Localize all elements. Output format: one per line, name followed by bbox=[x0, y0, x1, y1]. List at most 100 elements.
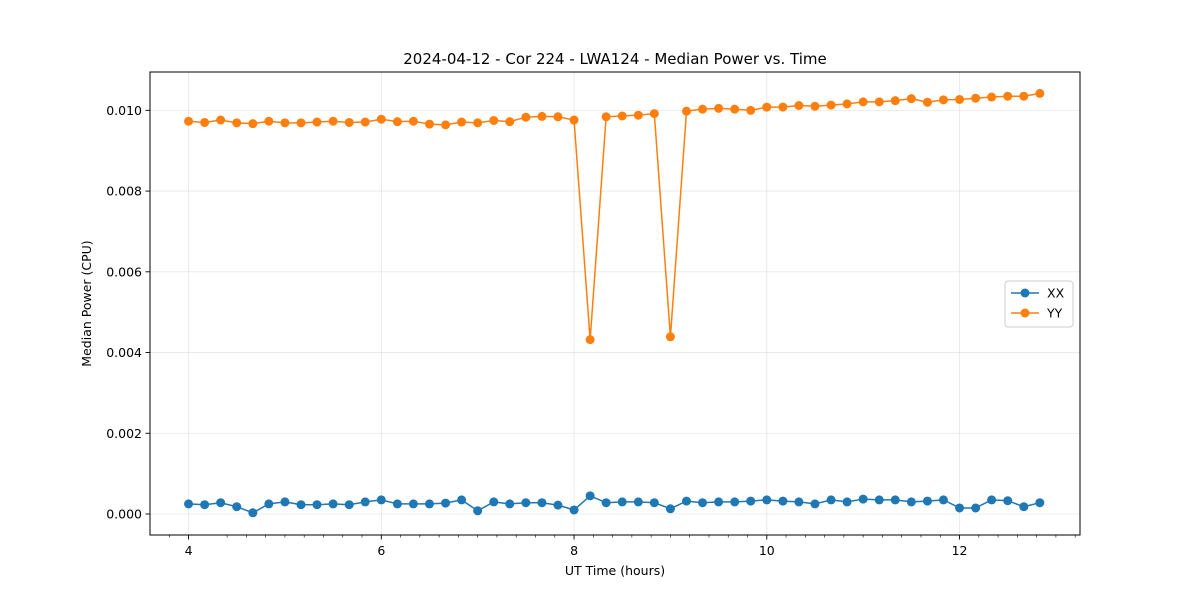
data-point-yy bbox=[617, 111, 627, 121]
data-point-yy bbox=[392, 117, 402, 127]
y-tick-label: 0.006 bbox=[106, 264, 142, 279]
legend-label-yy: YY bbox=[1046, 306, 1063, 321]
plot-area-frame bbox=[149, 71, 1081, 536]
data-point-xx bbox=[392, 499, 402, 509]
data-point-xx bbox=[649, 498, 659, 508]
data-point-xx bbox=[280, 497, 290, 507]
data-point-xx bbox=[778, 496, 788, 506]
data-point-xx bbox=[810, 499, 820, 509]
data-point-yy bbox=[1035, 88, 1045, 98]
data-point-xx bbox=[489, 497, 499, 507]
data-point-xx bbox=[1035, 498, 1045, 508]
data-point-yy bbox=[537, 111, 547, 121]
data-point-yy bbox=[890, 96, 900, 106]
data-point-xx bbox=[922, 496, 932, 506]
data-point-yy bbox=[682, 106, 692, 116]
data-point-xx bbox=[344, 500, 354, 510]
data-point-xx bbox=[955, 503, 965, 513]
data-point-xx bbox=[890, 495, 900, 505]
data-point-yy bbox=[649, 109, 659, 119]
y-tick-label: 0.010 bbox=[106, 103, 142, 118]
data-point-xx bbox=[216, 498, 226, 508]
y-axis-label: Median Power (CPU) bbox=[79, 240, 94, 366]
data-point-xx bbox=[424, 499, 434, 509]
x-tick-label: 6 bbox=[377, 543, 385, 558]
data-point-yy bbox=[457, 117, 467, 127]
x-tick-label: 12 bbox=[952, 543, 968, 558]
data-point-yy bbox=[248, 119, 258, 129]
data-point-yy bbox=[633, 110, 643, 120]
data-point-yy bbox=[826, 100, 836, 110]
data-point-xx bbox=[312, 500, 322, 510]
data-point-yy bbox=[938, 95, 948, 105]
y-tick-label: 0.008 bbox=[106, 184, 142, 199]
data-point-yy bbox=[280, 118, 290, 128]
data-point-xx bbox=[553, 500, 563, 510]
y-tick-label: 0.004 bbox=[106, 345, 142, 360]
data-point-yy bbox=[553, 112, 563, 122]
data-point-xx bbox=[665, 504, 675, 514]
data-point-xx bbox=[617, 497, 627, 507]
data-point-yy bbox=[922, 97, 932, 107]
data-point-yy bbox=[569, 115, 579, 125]
data-point-yy bbox=[232, 118, 242, 128]
data-point-yy bbox=[906, 94, 916, 104]
data-point-yy bbox=[810, 101, 820, 111]
data-point-yy bbox=[955, 94, 965, 104]
data-point-xx bbox=[633, 497, 643, 507]
data-point-yy bbox=[424, 119, 434, 129]
data-point-xx bbox=[585, 491, 595, 501]
grid-layer bbox=[150, 72, 1080, 535]
data-point-yy bbox=[344, 117, 354, 127]
y-tick-label: 0.002 bbox=[106, 426, 142, 441]
data-point-xx bbox=[746, 496, 756, 506]
data-point-xx bbox=[200, 500, 210, 510]
data-point-xx bbox=[521, 498, 531, 508]
data-point-xx bbox=[184, 499, 194, 509]
data-point-yy bbox=[441, 120, 451, 130]
data-point-xx bbox=[842, 497, 852, 507]
data-point-yy bbox=[778, 102, 788, 112]
x-tick-label: 10 bbox=[759, 543, 775, 558]
data-point-xx bbox=[682, 496, 692, 506]
data-point-xx bbox=[296, 500, 306, 510]
data-point-yy bbox=[698, 104, 708, 114]
data-point-xx bbox=[714, 497, 724, 507]
data-point-xx bbox=[762, 495, 772, 505]
y-tick-label: 0.000 bbox=[106, 507, 142, 522]
data-point-xx bbox=[505, 499, 515, 509]
series-layer bbox=[184, 88, 1045, 518]
legend-marker-yy bbox=[1020, 308, 1030, 318]
data-point-yy bbox=[858, 97, 868, 107]
data-point-yy bbox=[328, 116, 338, 126]
data-point-yy bbox=[842, 99, 852, 109]
data-point-yy bbox=[200, 117, 210, 127]
data-point-yy bbox=[714, 103, 724, 113]
data-point-xx bbox=[826, 495, 836, 505]
data-point-yy bbox=[971, 93, 981, 103]
data-point-xx bbox=[601, 498, 611, 508]
data-point-yy bbox=[184, 116, 194, 126]
data-point-yy bbox=[1003, 91, 1013, 101]
data-point-yy bbox=[1019, 91, 1029, 101]
data-point-xx bbox=[441, 498, 451, 508]
data-point-yy bbox=[762, 102, 772, 112]
data-point-yy bbox=[987, 92, 997, 102]
chart-title: 2024-04-12 - Cor 224 - LWA124 - Median P… bbox=[403, 50, 827, 68]
data-point-xx bbox=[457, 495, 467, 505]
data-point-yy bbox=[730, 104, 740, 114]
ticks-layer: 4 6 8 10 12 0.000 0.002 0.004 0.006 0.008 0.010 bbox=[106, 103, 1076, 558]
data-point-xx bbox=[730, 497, 740, 507]
legend-label-xx: XX bbox=[1047, 286, 1065, 301]
data-point-yy bbox=[585, 335, 595, 345]
data-point-yy bbox=[473, 118, 483, 128]
data-point-xx bbox=[408, 499, 418, 509]
data-point-xx bbox=[569, 505, 579, 515]
data-point-xx bbox=[1019, 502, 1029, 512]
data-point-yy bbox=[216, 115, 226, 125]
data-point-xx bbox=[906, 497, 916, 507]
data-point-xx bbox=[264, 499, 274, 509]
legend-marker-xx bbox=[1020, 288, 1030, 298]
data-point-yy bbox=[312, 117, 322, 127]
